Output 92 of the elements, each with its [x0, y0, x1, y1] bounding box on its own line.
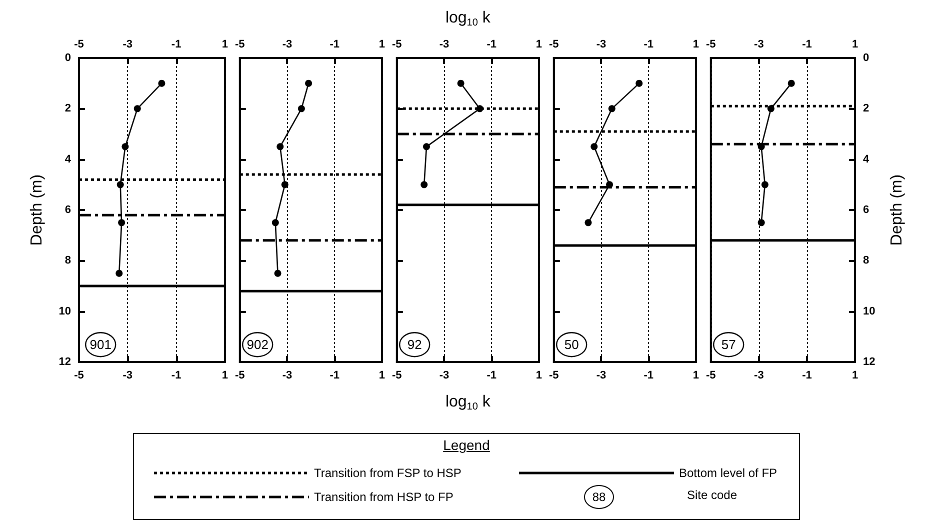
y2-tick-label: 10 — [863, 305, 876, 318]
x2-tick-label: 1 — [852, 38, 858, 50]
x2-tick-label: -3 — [282, 38, 292, 50]
point — [608, 105, 616, 112]
x-tick-label: 1 — [852, 370, 858, 382]
point — [272, 219, 279, 226]
point — [606, 181, 614, 188]
point — [305, 80, 312, 87]
y-tick-label: 8 — [64, 254, 71, 267]
y2-tick-label: 8 — [863, 254, 870, 267]
point — [118, 219, 126, 226]
x-tick-label: -1 — [802, 370, 812, 382]
point — [281, 181, 288, 188]
point — [476, 105, 484, 112]
x-tick-label: -3 — [282, 370, 292, 382]
x-tick-label: -5 — [235, 370, 245, 382]
text: Transition from FSP to HSP — [314, 466, 462, 480]
x-tick-label: -1 — [330, 370, 340, 382]
y2-tick-label: 6 — [863, 204, 870, 216]
x2-tick-label: -1 — [486, 38, 496, 50]
x-tick-label: -3 — [122, 370, 133, 382]
x2-tick-label: -1 — [330, 38, 340, 50]
x-tick-label: -5 — [74, 370, 84, 382]
x-tick-label: 1 — [692, 370, 700, 382]
annotation: 57 — [721, 337, 736, 352]
x-tick-label: -5 — [392, 370, 402, 382]
x2-tick-label: -1 — [802, 38, 812, 50]
x-tick-label: -5 — [549, 370, 559, 382]
text: Site code — [687, 488, 738, 502]
point — [636, 80, 643, 87]
x2-tick-label: -3 — [122, 38, 133, 50]
x2-tick-label: 1 — [222, 38, 228, 50]
point — [761, 181, 768, 188]
point — [116, 270, 123, 277]
text: Bottom level of FP — [679, 466, 778, 480]
y2-tick-label: 4 — [863, 153, 870, 166]
x2-tick-label: 1 — [378, 38, 386, 50]
point — [767, 105, 774, 112]
point — [122, 143, 129, 150]
x-tick-label: -3 — [596, 370, 606, 382]
x-tick-label: 1 — [378, 370, 386, 382]
annotation: 901 — [90, 337, 112, 352]
site-code-circle: 88 — [584, 485, 614, 509]
point — [298, 105, 305, 112]
x2-tick-label: -1 — [171, 38, 182, 50]
point — [274, 270, 282, 277]
point — [158, 80, 166, 87]
x2-tick-label: -3 — [596, 38, 606, 50]
annotation: 902 — [246, 337, 268, 352]
text: Transition from HSP to FP — [314, 490, 454, 504]
x2-tick-label: -5 — [235, 38, 245, 50]
text: Legend — [442, 437, 491, 453]
y-tick-label: 0 — [64, 52, 71, 64]
x2-tick-label: -5 — [392, 38, 402, 50]
point — [422, 143, 430, 150]
y-tick-label: 12 — [58, 356, 71, 368]
x2-tick-label: -3 — [439, 38, 450, 50]
x-tick-label: 1 — [536, 370, 542, 382]
x-tick-label: 1 — [222, 370, 228, 382]
x-tick-label: -3 — [754, 370, 764, 382]
x-tick-label: -1 — [486, 370, 496, 382]
annotation: 92 — [407, 337, 422, 352]
point — [134, 105, 141, 112]
point — [457, 80, 464, 87]
x-tick-label: -1 — [644, 370, 654, 382]
point — [758, 219, 765, 226]
y2-tick-label: 12 — [863, 356, 876, 368]
y2-tick-label: 0 — [863, 52, 870, 64]
y-tick-label: 4 — [64, 153, 72, 166]
annotation: 50 — [564, 337, 579, 352]
x2-tick-label: -5 — [706, 38, 716, 50]
point — [590, 143, 598, 150]
point — [276, 143, 284, 150]
x2-tick-label: -5 — [74, 38, 84, 50]
y-tick-label: 2 — [64, 102, 71, 115]
x-tick-label: -3 — [439, 370, 450, 382]
point — [584, 219, 592, 226]
y-tick-label: 6 — [64, 204, 71, 216]
y-tick-label: 10 — [58, 305, 71, 318]
x2-tick-label: -1 — [644, 38, 654, 50]
point — [116, 181, 124, 188]
x-tick-label: -1 — [171, 370, 182, 382]
y-axis-title: Depth (m) — [28, 174, 46, 246]
point — [420, 181, 428, 188]
x-tick-label: -5 — [706, 370, 716, 382]
x2-tick-label: -5 — [549, 38, 559, 50]
x2-tick-label: 1 — [692, 38, 700, 50]
x2-tick-label: -3 — [754, 38, 764, 50]
y2-tick-label: 2 — [863, 102, 870, 115]
point — [788, 80, 795, 87]
x2-tick-label: 1 — [536, 38, 542, 50]
y2-axis-title: Depth (m) — [888, 174, 906, 246]
